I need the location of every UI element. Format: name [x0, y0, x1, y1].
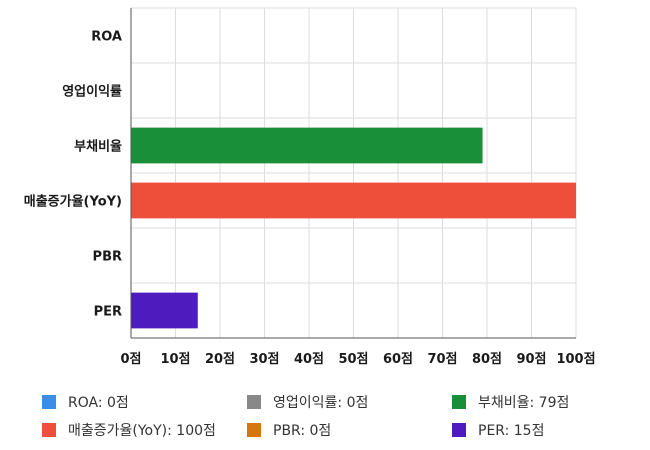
x-tick-label: 0점	[120, 352, 141, 367]
legend-item: 영업이익률: 0점	[247, 390, 452, 414]
legend-label: 부채비율: 79점	[478, 395, 570, 411]
x-tick-label: 80점	[472, 352, 502, 367]
x-tick-label: 90점	[516, 352, 546, 367]
legend-label: PBR: 0점	[273, 423, 332, 439]
legend-label: 매출증가율(YoY): 100점	[68, 423, 216, 439]
axes	[130, 8, 576, 339]
legend-item: PBR: 0점	[247, 418, 452, 442]
legend-swatch	[247, 395, 261, 409]
bar	[131, 127, 483, 164]
x-tick-label: 70점	[427, 352, 457, 367]
category-label: 부채비율	[74, 139, 122, 155]
tick-labels: 0점 10점 20점 30점 40점 50점 60점 70점 80점 90점 100점	[120, 352, 595, 367]
legend-label: 영업이익률: 0점	[273, 395, 369, 411]
bars	[131, 127, 576, 329]
legend-item: 매출증가율(YoY): 100점	[42, 418, 247, 442]
legend-swatch	[42, 423, 56, 437]
legend-swatch	[452, 395, 466, 409]
legend-swatch	[247, 423, 261, 437]
category-label: 매출증가율(YoY)	[24, 194, 122, 210]
category-label: PBR	[93, 250, 122, 265]
x-tick-label: 50점	[338, 352, 368, 367]
x-tick-label: 60점	[383, 352, 413, 367]
grid-lines	[130, 7, 577, 339]
legend-swatch	[452, 423, 466, 437]
x-tick-label: 10점	[160, 352, 190, 367]
x-tick-label: 30점	[249, 352, 279, 367]
x-tick-label: 100점	[556, 352, 595, 367]
legend-swatch	[42, 395, 56, 409]
x-tick-label: 40점	[294, 352, 324, 367]
legend-label: PER: 15점	[478, 423, 545, 439]
legend-item: 부채비율: 79점	[452, 390, 642, 414]
bar	[131, 182, 576, 219]
category-label: 영업이익률	[62, 84, 122, 100]
legend-item: ROA: 0점	[42, 390, 247, 414]
x-tick-label: 20점	[205, 352, 235, 367]
category-label: ROA	[91, 30, 122, 45]
legend-item: PER: 15점	[452, 418, 642, 442]
legend-label: ROA: 0점	[68, 395, 129, 411]
bar	[131, 292, 198, 329]
category-label: PER	[94, 305, 122, 320]
